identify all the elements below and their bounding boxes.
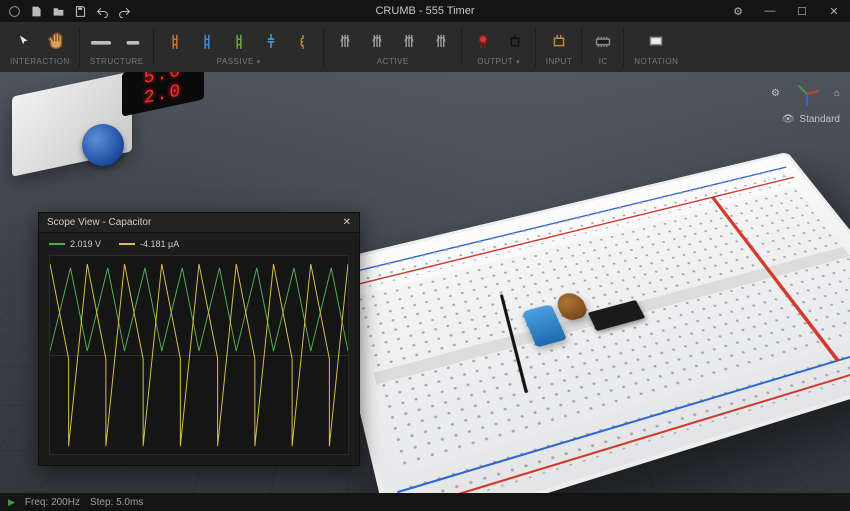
led-icon[interactable] [472,29,494,53]
toolbar-group-label: ACTIVE [377,57,409,66]
transistor-a-icon[interactable] [334,29,356,53]
cursor-icon[interactable] [13,29,35,53]
transistor-c-icon[interactable] [398,29,420,53]
hand-icon[interactable] [45,29,67,53]
window-controls: ⚙ — ☐ ✕ [722,0,850,22]
toolbar-group-label-text: STRUCTURE [90,57,144,66]
legend-item[interactable]: 2.019 V [49,239,101,249]
transistor-b-icon[interactable] [366,29,388,53]
scope-traces [50,256,348,454]
toolbar-group-output: OUTPUT▾ [462,22,536,72]
ic-chip-icon[interactable] [592,29,614,53]
axis-gizmo[interactable] [794,80,820,106]
toolbar-group-notation: NOTATION [624,22,688,72]
scope-plot [49,255,349,455]
app-icon [8,5,21,18]
buzzer-icon[interactable] [504,29,526,53]
toolbar-group-label-text: INTERACTION [10,57,70,66]
minimize-icon: — [765,5,776,17]
legend-label: -4.181 µA [140,239,179,249]
gear-icon: ⚙ [733,5,743,18]
legend-swatch [119,243,135,245]
toolbar-group-label: INPUT [546,57,573,66]
label-icon[interactable] [645,29,667,53]
view-mode[interactable]: 👁 Standard [782,114,840,125]
scope-header[interactable]: Scope View - Capacitor ✕ [39,213,359,233]
toolbar-group-structure: STRUCTURE [80,22,154,72]
inductor-icon[interactable] [292,29,314,53]
viewport-hud: ⚙ ⌂ 👁 Standard [771,80,840,125]
board-short-icon[interactable] [122,29,144,53]
legend-label: 2.019 V [70,239,101,249]
scope-close-icon[interactable]: ✕ [343,217,351,228]
window-title: CRUMB - 555 Timer [375,5,474,17]
titlebar-quick-icons [0,5,131,18]
legend-swatch [49,243,65,245]
save-icon[interactable] [74,5,87,18]
minimize-button[interactable]: — [754,0,786,22]
scope-title: Scope View - Capacitor [47,217,151,228]
status-step: Step: 5.0ms [90,497,143,508]
play-icon[interactable]: ▶ [8,497,15,508]
redo-icon[interactable] [118,5,131,18]
psu-knob[interactable] [82,124,124,166]
toolbar-group-label-text: INPUT [546,57,573,66]
toolbar-group-interaction: INTERACTION [0,22,80,72]
new-file-icon[interactable] [30,5,43,18]
toolbar-group-label: NOTATION [634,57,678,66]
toolbar-group-label: STRUCTURE [90,57,144,66]
toolbar-group-passive: PASSIVE▾ [154,22,324,72]
status-freq: Freq: 200Hz [25,497,80,508]
toolbar-group-label-text: ACTIVE [377,57,409,66]
settings-button[interactable]: ⚙ [722,0,754,22]
maximize-button[interactable]: ☐ [786,0,818,22]
toolbar-group-label: PASSIVE▾ [217,57,261,66]
toolbar-group-label: IC [599,57,608,66]
toolbar-group-label-text: PASSIVE [217,57,254,66]
home-icon[interactable]: ⌂ [834,88,840,99]
legend-item[interactable]: -4.181 µA [119,239,179,249]
status-bar: ▶ Freq: 200Hz Step: 5.0ms [0,493,850,511]
close-icon: ✕ [829,5,838,18]
open-folder-icon[interactable] [52,5,65,18]
toolbar-group-active: ACTIVE [324,22,462,72]
capacitor-icon[interactable] [260,29,282,53]
power-supply: 5.0 2.0 [0,72,220,176]
axis-x [807,90,819,95]
switch-icon[interactable] [548,29,570,53]
resistor-3-icon[interactable] [228,29,250,53]
view-mode-label: Standard [799,114,840,125]
toolbar-group-input: INPUT [536,22,583,72]
board-long-icon[interactable] [90,29,112,53]
psu-display: 5.0 2.0 [122,72,204,117]
caret-icon[interactable]: ▾ [516,58,520,66]
toolbar-group-label-text: NOTATION [634,57,678,66]
hud-gear-icon[interactable]: ⚙ [771,88,780,99]
toolbar-group-ic: IC [582,22,624,72]
viewport-3d[interactable]: 5.0 2.0 ⚙ [0,72,850,493]
maximize-icon: ☐ [797,5,807,18]
toolbar-group-label-text: IC [599,57,608,66]
close-button[interactable]: ✕ [818,0,850,22]
axis-z [806,94,808,106]
transistor-d-icon[interactable] [430,29,452,53]
toolbar-group-label: OUTPUT▾ [477,57,520,66]
toolbar-group-label: INTERACTION [10,57,70,66]
component-toolbar: INTERACTIONSTRUCTUREPASSIVE▾ACTIVEOUTPUT… [0,22,850,72]
resistor-1-icon[interactable] [164,29,186,53]
toolbar-group-label-text: OUTPUT [477,57,513,66]
caret-icon[interactable]: ▾ [257,58,261,66]
titlebar: CRUMB - 555 Timer ⚙ — ☐ ✕ [0,0,850,22]
scope-panel: Scope View - Capacitor ✕ 2.019 V -4.181 µ… [38,212,360,466]
resistor-2-icon[interactable] [196,29,218,53]
scope-legend: 2.019 V -4.181 µA [39,233,359,251]
eye-icon: 👁 [782,114,795,125]
undo-icon[interactable] [96,5,109,18]
